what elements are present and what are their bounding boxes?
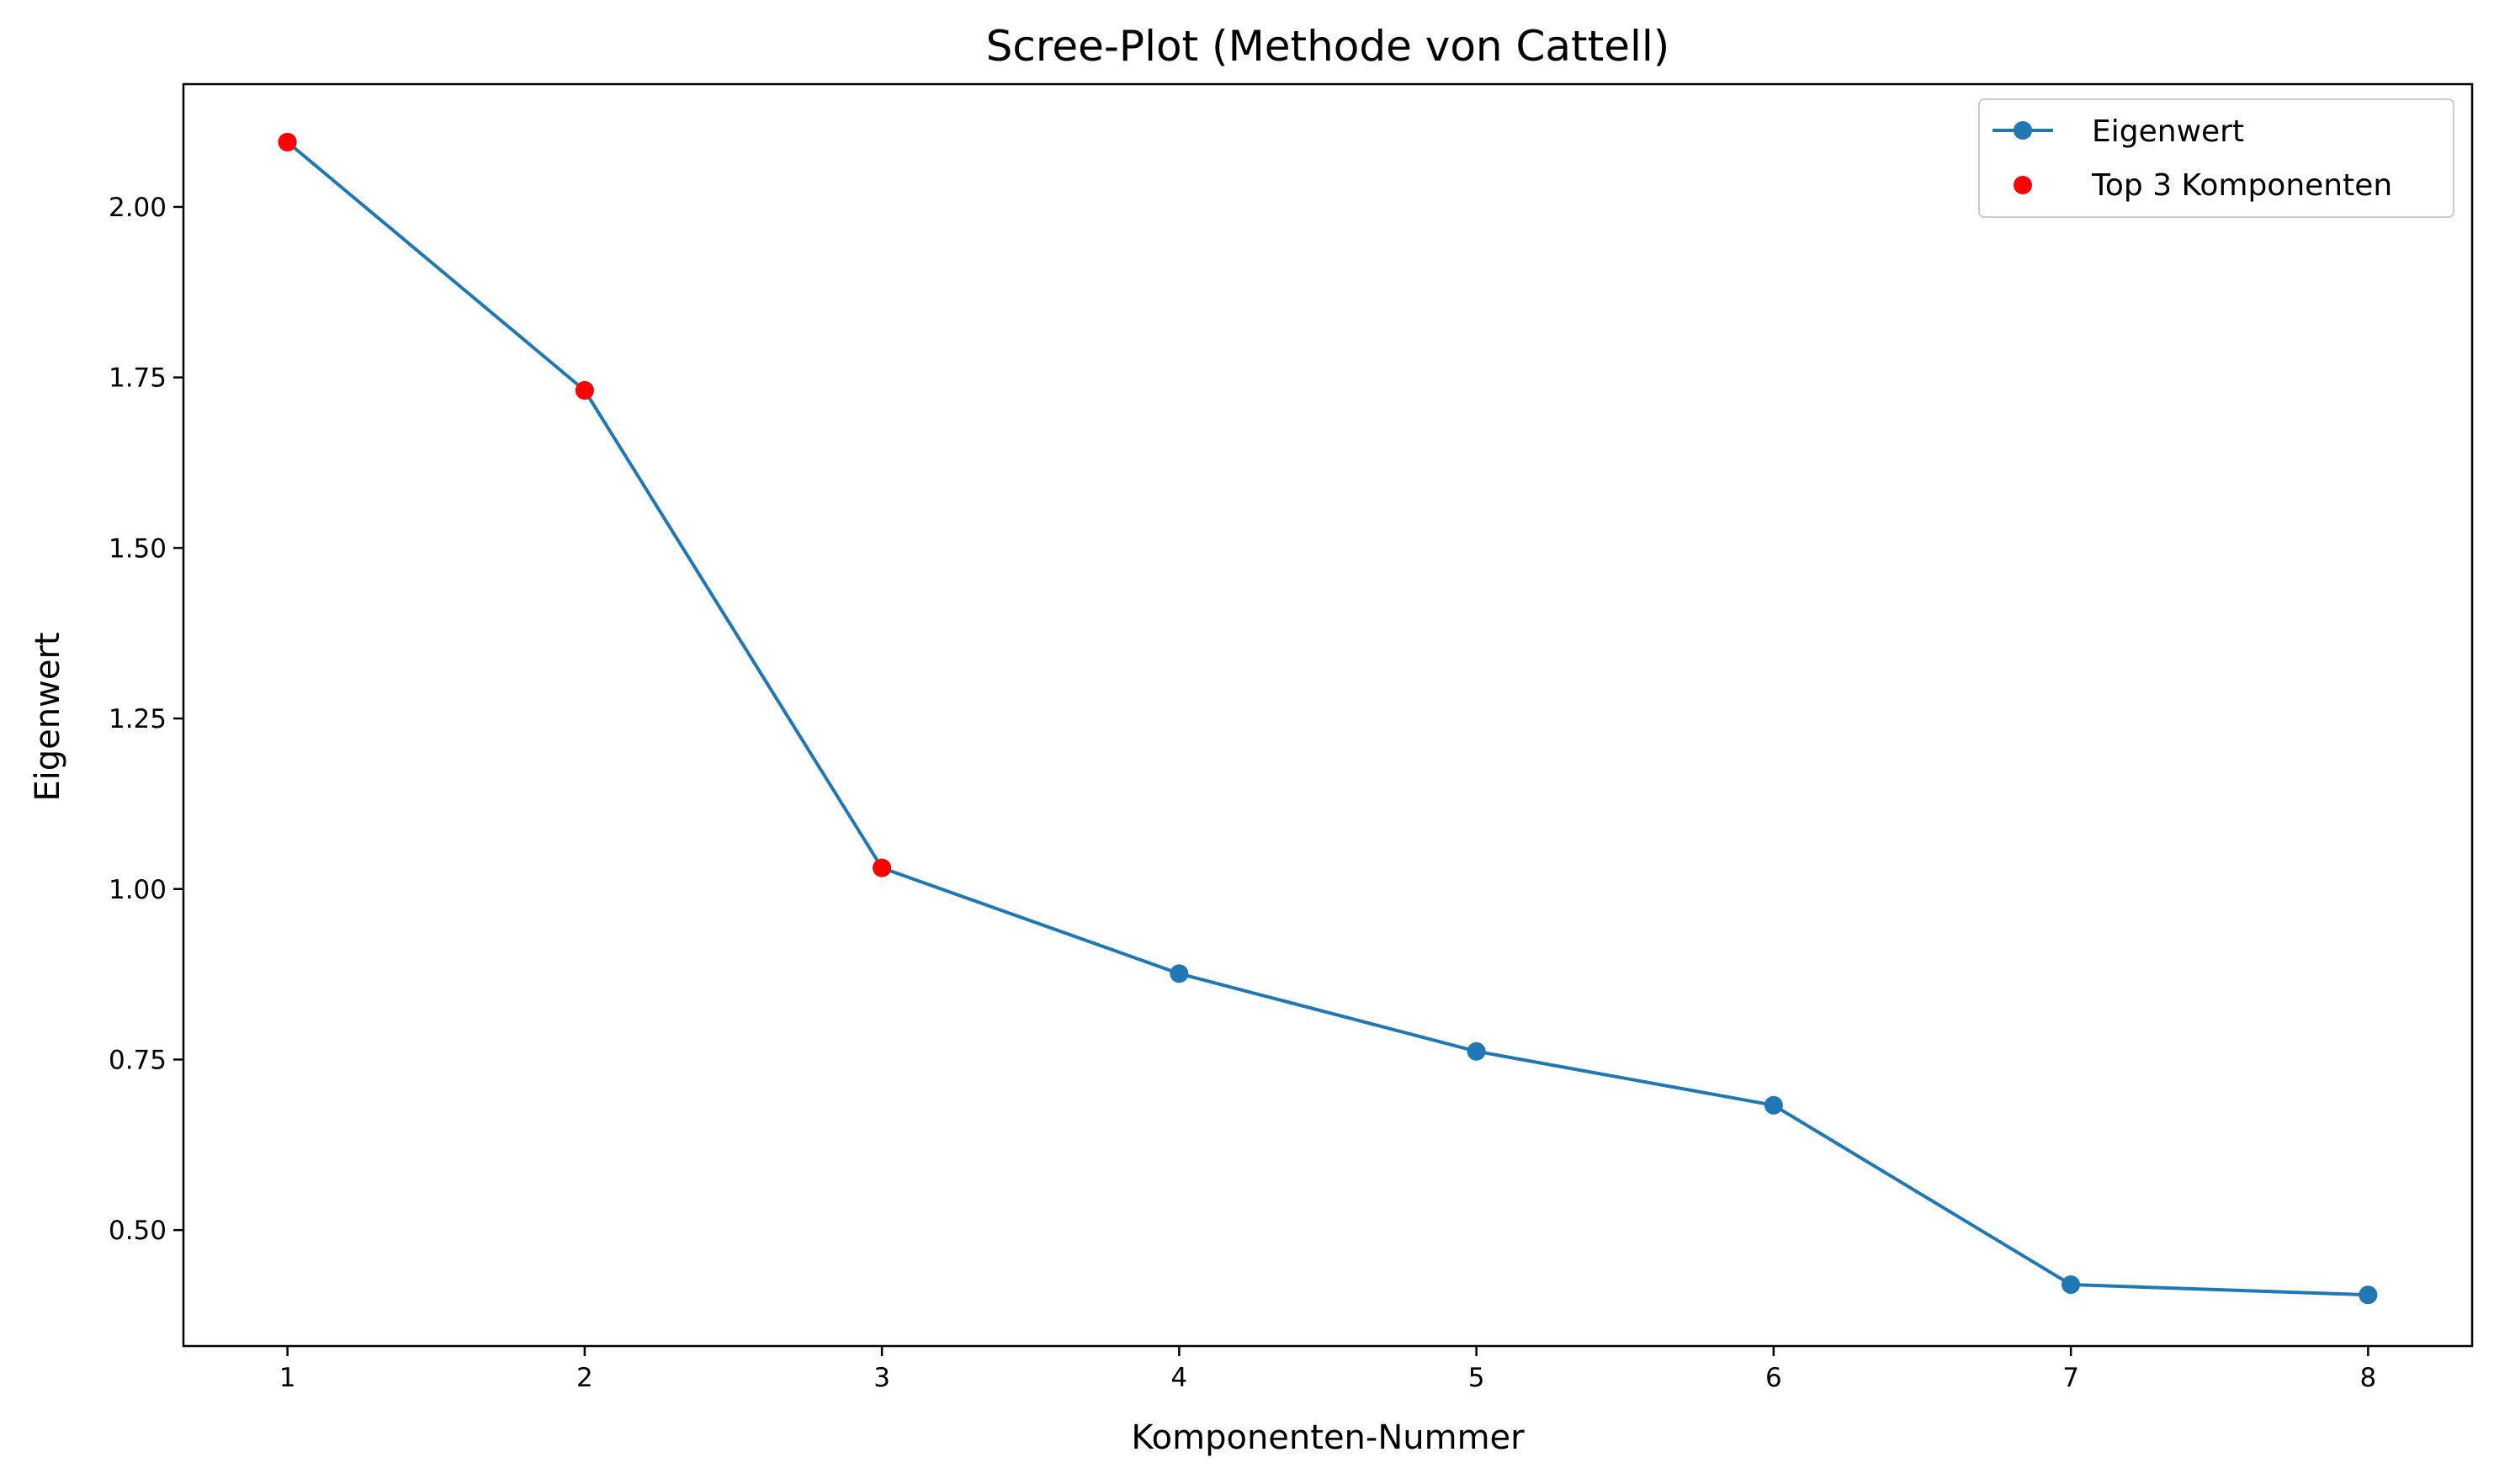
x-axis: 1 2 3 4 5 6 7 8 (279, 1346, 2376, 1393)
legend-label-eigenwert: Eigenwert (2092, 114, 2244, 149)
x-tick-label: 7 (2062, 1363, 2079, 1393)
data-point-eigenwert (1764, 1095, 1783, 1115)
x-tick-label: 2 (576, 1363, 593, 1393)
series-line-eigenwert (286, 140, 2369, 1297)
x-tick-label: 5 (1468, 1363, 1485, 1393)
y-axis-label: Eigenwert (29, 632, 67, 801)
x-tick-label: 4 (1171, 1363, 1188, 1393)
chart-title: Scree-Plot (Methode von Cattell) (986, 22, 1670, 71)
plot-area (278, 132, 2378, 1305)
legend-label-top3: Top 3 Komponenten (2091, 168, 2392, 203)
y-axis: 0.50 0.75 1.00 1.25 1.50 1.75 2.00 (109, 193, 183, 1246)
axes-frame (182, 82, 2474, 1348)
data-point-top3 (873, 858, 892, 877)
legend: Eigenwert Top 3 Komponenten (1978, 98, 2454, 218)
data-point-top3 (278, 132, 297, 151)
legend-marker-swatch (2014, 121, 2032, 140)
x-tick-label: 1 (279, 1363, 296, 1393)
data-point-eigenwert (1467, 1041, 1486, 1061)
data-point-eigenwert (2359, 1285, 2378, 1305)
legend-frame (1978, 98, 2454, 218)
x-tick-label: 8 (2359, 1363, 2376, 1393)
data-point-eigenwert (1170, 964, 1189, 983)
data-point-eigenwert (2062, 1275, 2081, 1295)
x-axis-label: Komponenten-Nummer (1131, 1418, 1525, 1457)
y-tick-label: 2.00 (109, 193, 167, 223)
legend-scatter-swatch (2014, 176, 2032, 194)
y-tick-label: 1.50 (109, 533, 167, 564)
y-tick-label: 1.75 (109, 363, 167, 394)
y-tick-label: 1.25 (109, 704, 167, 734)
y-tick-label: 1.00 (109, 875, 167, 905)
y-tick-label: 0.75 (109, 1045, 167, 1075)
x-tick-label: 6 (1765, 1363, 1782, 1393)
data-point-top3 (575, 381, 594, 400)
y-tick-label: 0.50 (109, 1216, 167, 1246)
x-tick-label: 3 (873, 1363, 890, 1393)
